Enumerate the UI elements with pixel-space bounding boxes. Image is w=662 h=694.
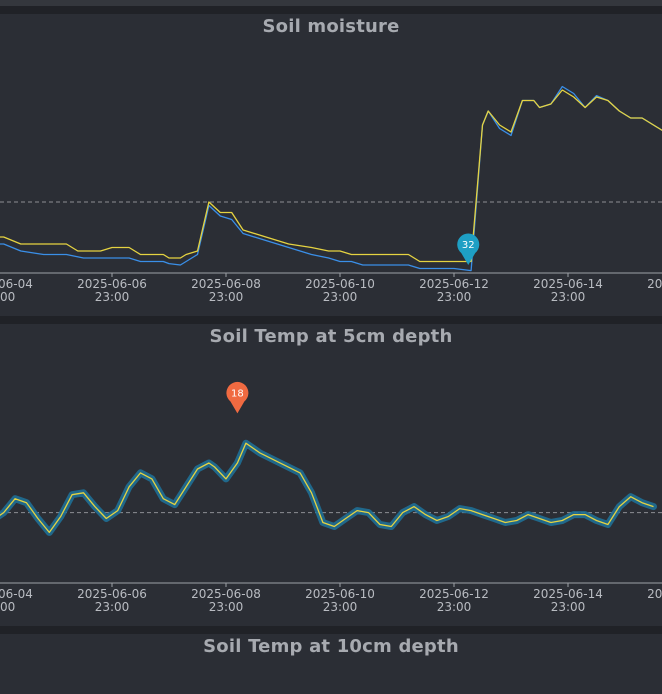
soil-moisture-chart: 2025-06-0423:002025-06-0623:002025-06-08…	[0, 85, 662, 304]
x-tick-date: 2025-06-12	[419, 277, 489, 291]
x-tick-date: 2025-06-06	[77, 277, 147, 291]
x-tick-time: 23:00	[95, 600, 130, 614]
soil-temp-10cm-panel: Soil Temp at 10cm depth	[0, 634, 662, 694]
x-tick-date: 2025-06-08	[191, 277, 261, 291]
x-tick-date: 2025-06-12	[419, 587, 489, 601]
soil-temp-5cm-chart: 2025-06-0423:002025-06-0623:002025-06-08…	[0, 381, 662, 614]
x-tick-time: 23:00	[551, 290, 586, 304]
series-line	[0, 442, 654, 534]
x-tick-date: 2025-06-14	[533, 587, 603, 601]
series-line	[0, 89, 662, 263]
x-tick-date: 2025-06-16	[647, 587, 662, 601]
x-tick-time: 23:00	[551, 600, 586, 614]
series-line	[0, 85, 662, 272]
x-tick-time: 23:00	[209, 290, 244, 304]
x-tick-date: 2025-06-08	[191, 587, 261, 601]
x-tick-time: 23:00	[437, 290, 472, 304]
x-tick-time: 23:00	[437, 600, 472, 614]
x-tick-date: 2025-06-14	[533, 277, 603, 291]
x-tick-time: 23:00	[0, 600, 15, 614]
x-tick-date: 2025-06-04	[0, 277, 33, 291]
x-tick-date: 2025-06-10	[305, 587, 375, 601]
series-band	[0, 439, 657, 536]
x-tick-time: 23:00	[323, 600, 358, 614]
soil-temp-5cm-panel: Soil Temp at 5cm depth 2025-06-0423:0020…	[0, 324, 662, 626]
top-bar	[0, 0, 662, 6]
value-pin-marker[interactable]: 18	[226, 381, 249, 414]
x-tick-time: 23:00	[95, 290, 130, 304]
x-tick-time: 23:00	[0, 290, 15, 304]
x-tick-time: 23:00	[209, 600, 244, 614]
pin-shape	[226, 381, 249, 414]
x-tick-date: 2025-06-10	[305, 277, 375, 291]
pin-shape	[457, 233, 480, 265]
soil-moisture-panel: Soil moisture 2025-06-0423:002025-06-062…	[0, 14, 662, 316]
pin-label: 32	[462, 240, 475, 251]
chart-title: Soil Temp at 5cm depth	[209, 326, 453, 347]
chart-title: Soil moisture	[262, 16, 400, 37]
x-tick-date: 2025-06-04	[0, 587, 33, 601]
pin-label: 18	[231, 388, 244, 399]
x-tick-time: 23:00	[323, 290, 358, 304]
chart-title: Soil Temp at 10cm depth	[203, 636, 459, 657]
x-tick-date: 2025-06-06	[77, 587, 147, 601]
value-pin-marker[interactable]: 32	[457, 233, 480, 265]
x-tick-date: 2025-06-16	[647, 277, 662, 291]
